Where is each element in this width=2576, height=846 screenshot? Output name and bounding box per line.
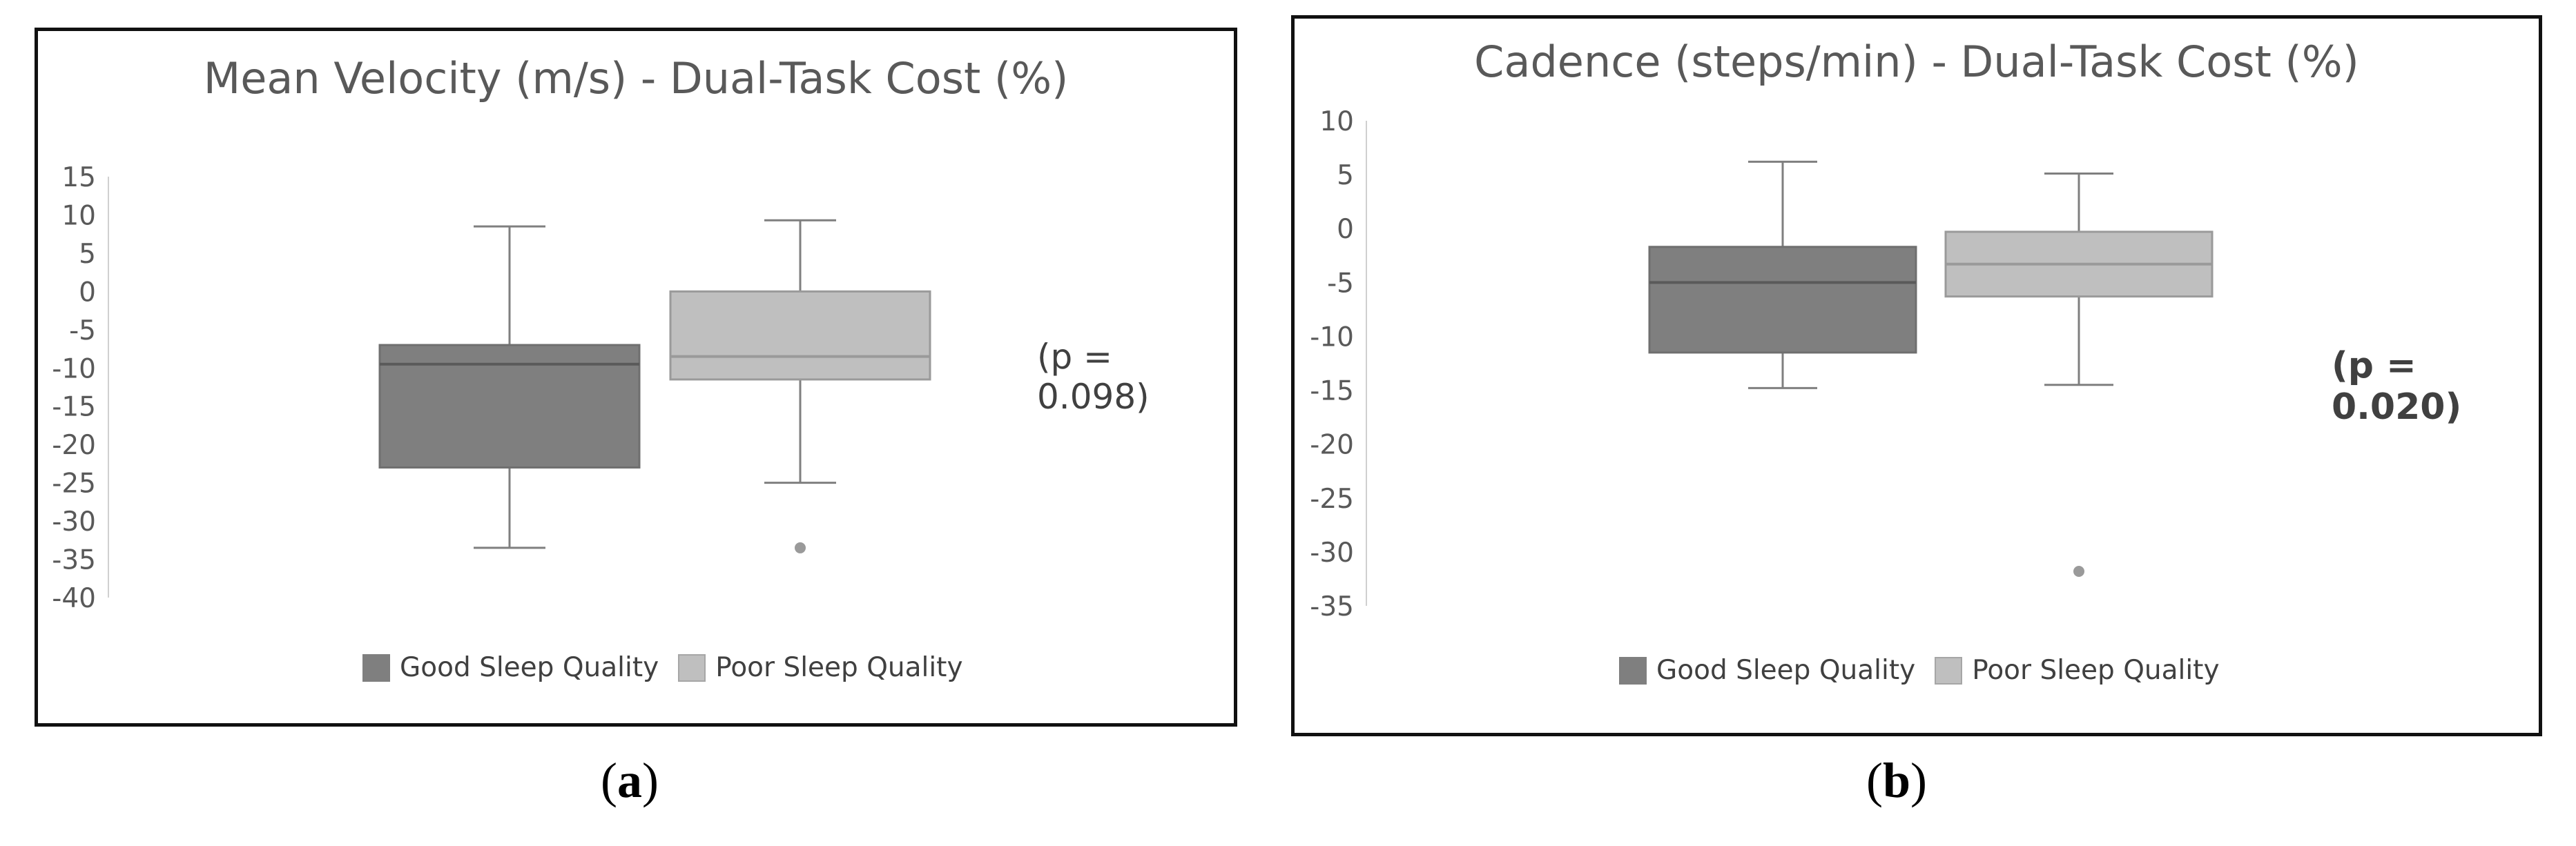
- p-value-label: (p = 0.020): [2332, 345, 2462, 428]
- legend-label-good: Good Sleep Quality: [400, 652, 659, 683]
- legend-label-good: Good Sleep Quality: [1656, 655, 1916, 686]
- panel-letter-a: a: [617, 753, 642, 808]
- y-tick-label: -20: [52, 430, 96, 461]
- legend: Good Sleep Quality Poor Sleep Quality: [1619, 655, 2220, 686]
- y-tick-label: -5: [69, 315, 96, 346]
- y-tick-label: -15: [1310, 376, 1354, 407]
- y-tick-label: 10: [1319, 106, 1354, 137]
- legend-swatch-good: [1619, 656, 1647, 685]
- legend-item-poor: Poor Sleep Quality: [1935, 655, 2220, 686]
- box: [669, 290, 931, 381]
- y-tick-label: 5: [79, 239, 96, 270]
- outlier-point: [2073, 566, 2084, 578]
- y-tick-label: -25: [52, 469, 96, 500]
- panel-caption-a: (a): [601, 753, 659, 808]
- panel-letter-b: b: [1882, 753, 1911, 808]
- y-tick-label: 15: [61, 162, 96, 193]
- legend: Good Sleep Quality Poor Sleep Quality: [362, 652, 963, 683]
- boxplot-svg: 15 10 5 0 -5 -10 -15 -20 -25 -30 -35 -40: [52, 162, 931, 614]
- y-tick-label: -30: [52, 506, 96, 538]
- y-tick-label: -35: [1310, 591, 1354, 622]
- legend-swatch-good: [362, 653, 390, 682]
- legend-label-poor: Poor Sleep Quality: [1972, 655, 2220, 686]
- y-tick-label: -30: [1310, 538, 1354, 569]
- y-tick-label: -5: [1327, 268, 1354, 299]
- y-tick-label: -15: [52, 392, 96, 423]
- legend-swatch-poor: [1935, 656, 1963, 685]
- legend-item-poor: Poor Sleep Quality: [678, 652, 963, 683]
- chart-title: Cadence (steps/min) - Dual-Task Cost (%): [1474, 37, 2359, 87]
- panel-caption-b: (b): [1866, 753, 1928, 808]
- legend-item-good: Good Sleep Quality: [362, 652, 659, 683]
- y-tick-label: 0: [79, 277, 96, 308]
- box: [1648, 246, 1917, 354]
- y-tick-label: -20: [1310, 430, 1354, 461]
- y-tick-label: -10: [1310, 322, 1354, 353]
- legend-swatch-poor: [678, 653, 706, 682]
- y-tick-label: 0: [1337, 214, 1354, 245]
- y-tick-label: -10: [52, 353, 96, 384]
- y-tick-label: -35: [52, 545, 96, 576]
- chart-frame: Cadence (steps/min) - Dual-Task Cost (%)…: [1291, 15, 2542, 736]
- legend-label-poor: Poor Sleep Quality: [715, 652, 963, 683]
- y-tick-label: 5: [1337, 160, 1354, 191]
- chart-title: Mean Velocity (m/s) - Dual-Task Cost (%): [203, 53, 1069, 104]
- outlier-point: [795, 542, 806, 553]
- y-tick-label: -40: [52, 583, 96, 614]
- y-tick-label: 10: [61, 200, 96, 231]
- boxplot-svg: 10 5 0 -5 -10 -15 -20 -25 -30 -35: [1310, 106, 2214, 622]
- chart-frame: Mean Velocity (m/s) - Dual-Task Cost (%)…: [35, 28, 1237, 727]
- p-value-label: (p = 0.098): [1037, 337, 1150, 417]
- y-tick-label: -25: [1310, 484, 1354, 515]
- legend-item-good: Good Sleep Quality: [1619, 655, 1915, 686]
